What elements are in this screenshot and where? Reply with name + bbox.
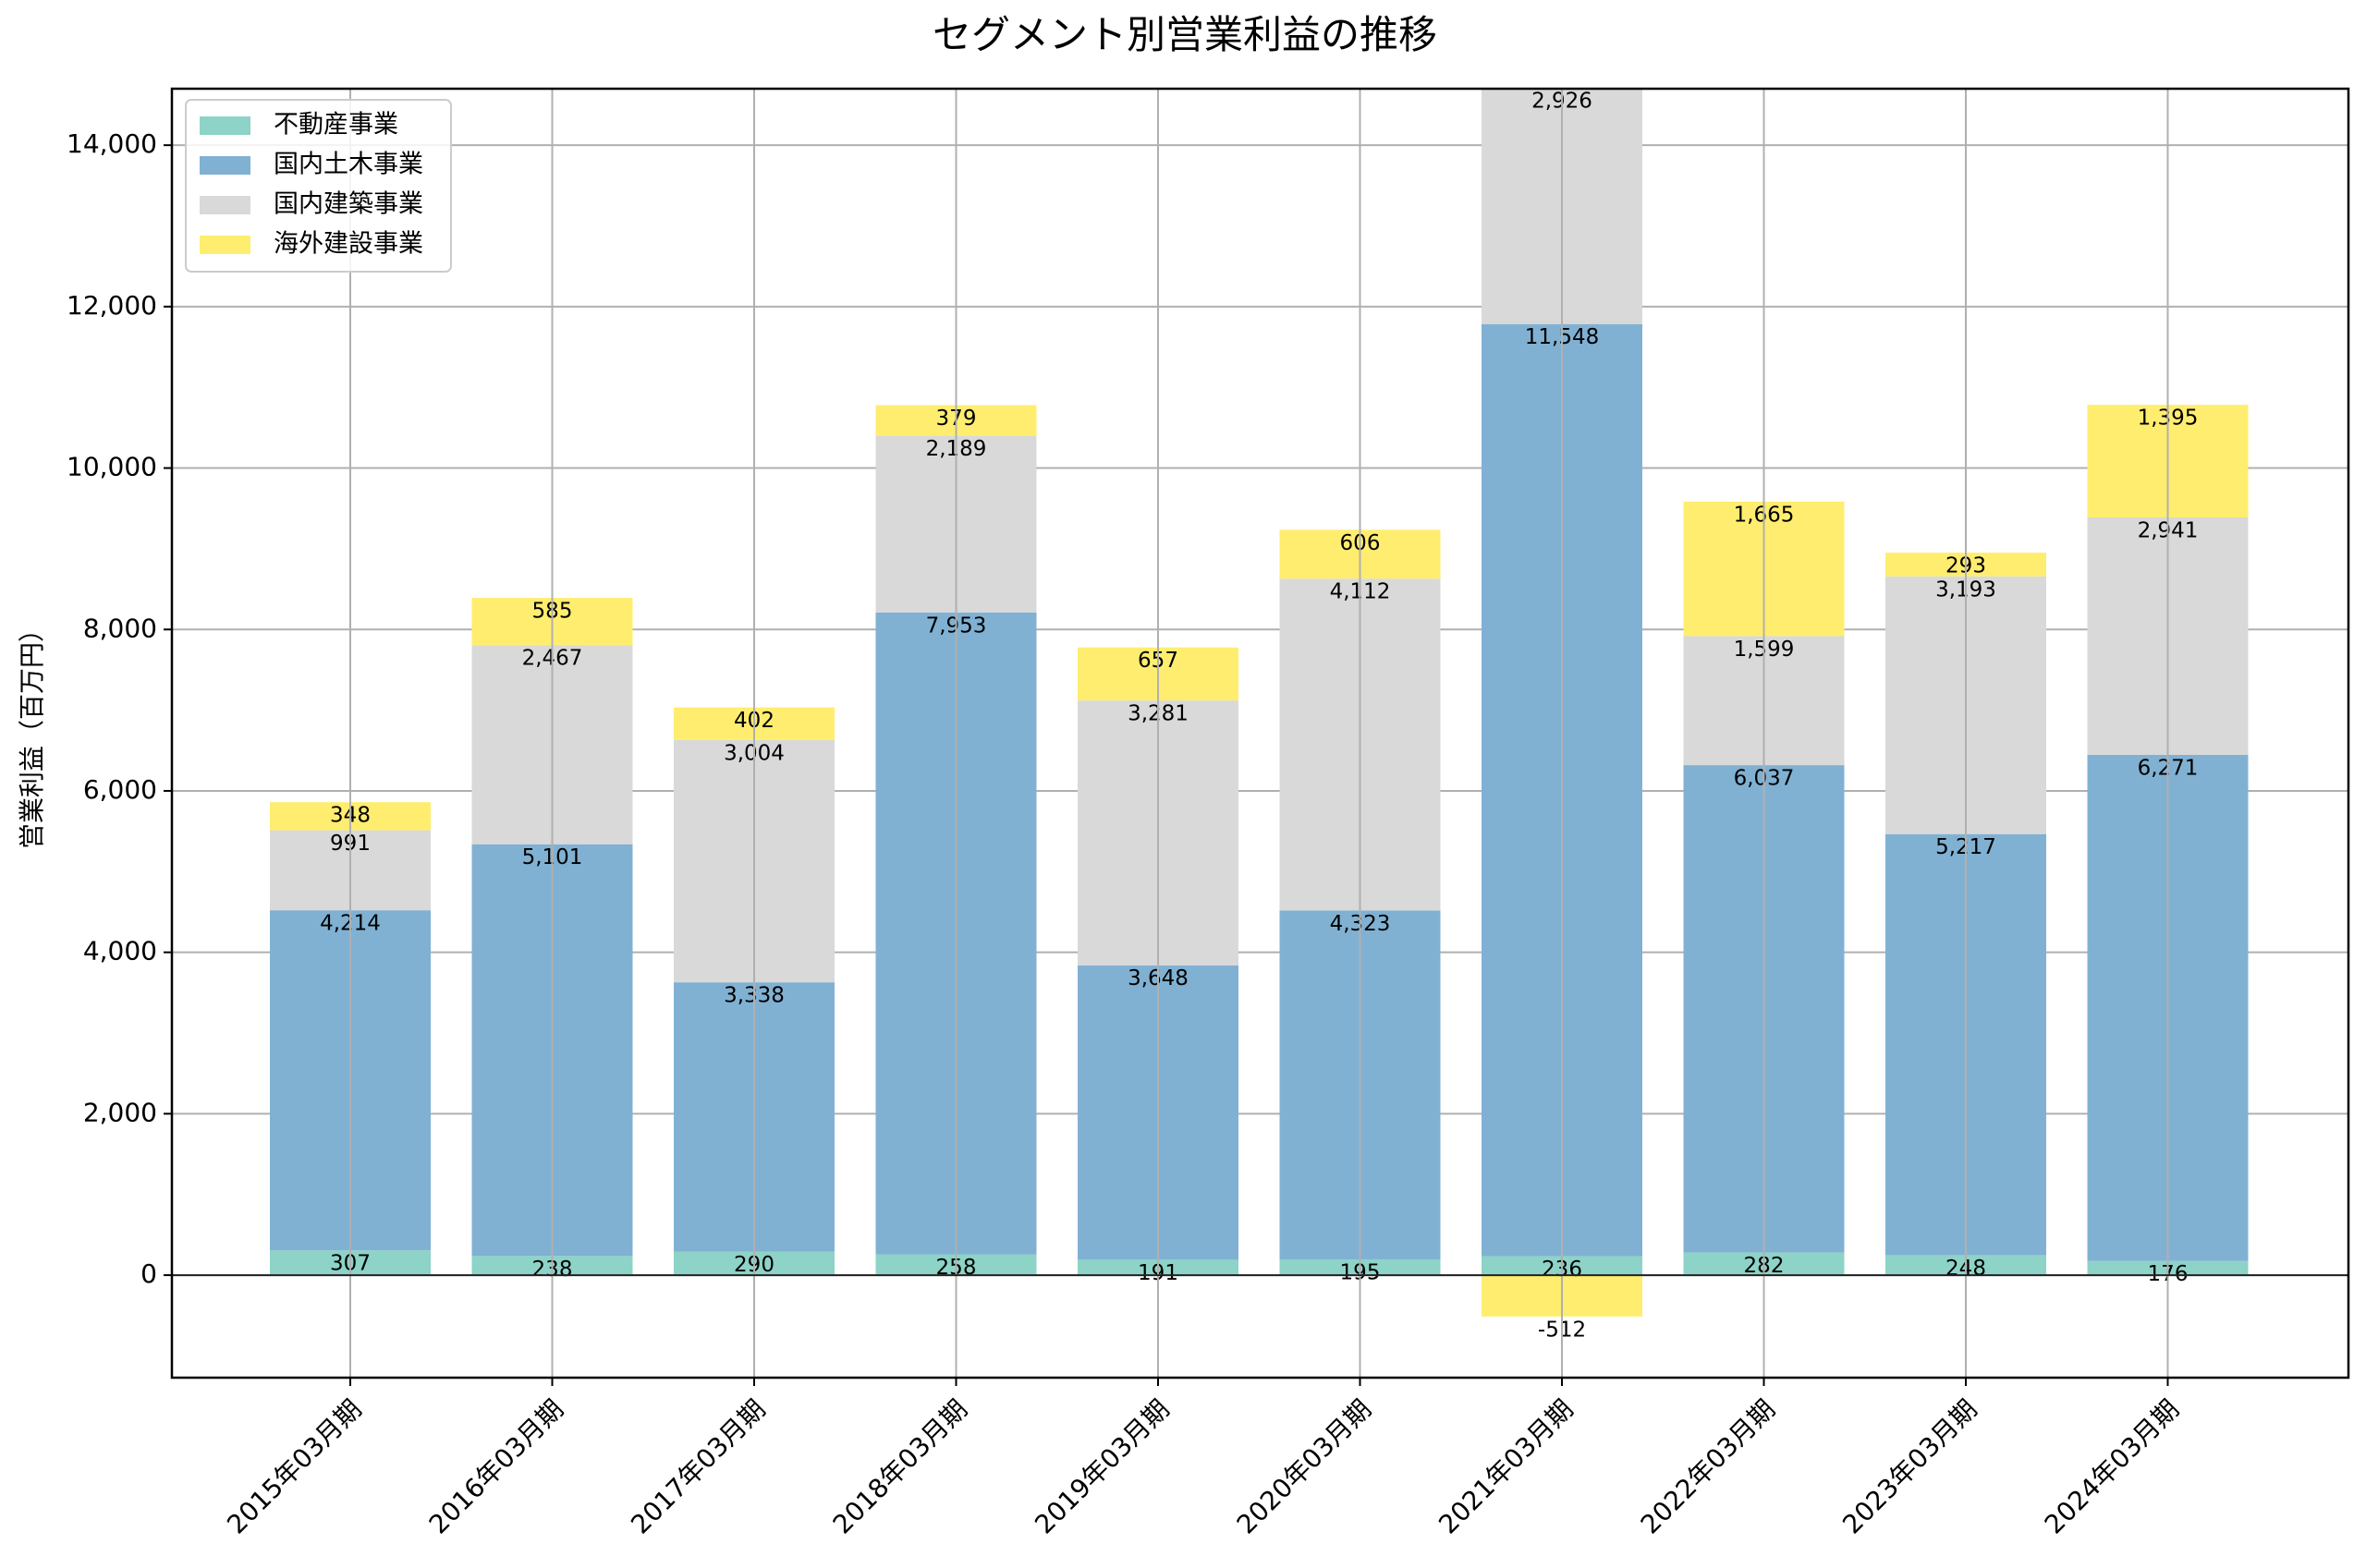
- bars: [270, 89, 2249, 1317]
- x-tick-label: 2017年03月期: [625, 1393, 771, 1539]
- x-tick-label: 2016年03月期: [423, 1393, 569, 1539]
- y-tick-label: 14,000: [67, 128, 157, 159]
- x-tick-label: 2021年03月期: [1433, 1393, 1579, 1539]
- x-tick-label: 2024年03月期: [2039, 1393, 2185, 1539]
- x-tick-label: 2015年03月期: [221, 1393, 367, 1539]
- data-labels: 3074,2149913482385,1012,4675852903,3383,…: [320, 89, 2198, 1378]
- y-tick-label: 12,000: [67, 290, 157, 321]
- y-tick-label: 8,000: [83, 613, 157, 643]
- chart-title: セグメント別営業利益の推移: [933, 12, 1437, 57]
- legend-label: 国内土木事業: [274, 151, 423, 179]
- legend-box: [185, 99, 452, 273]
- x-tick-label: 2020年03月期: [1231, 1393, 1377, 1539]
- y-tick-label: 4,000: [83, 936, 157, 966]
- y-tick-label: 6,000: [83, 774, 157, 805]
- x-tick-label: 2019年03月期: [1029, 1393, 1175, 1539]
- legend-swatch: [200, 156, 250, 175]
- y-tick-label: 0: [140, 1258, 157, 1289]
- y-axis-label: 営業利益（百万円）: [17, 616, 47, 849]
- legend-label: 海外建設事業: [274, 230, 423, 259]
- y-tick-label: 2,000: [83, 1097, 157, 1127]
- x-tick-label: 2023年03月期: [1836, 1393, 1982, 1539]
- legend-swatch: [200, 196, 250, 214]
- plot-frame: [170, 87, 2350, 1380]
- x-tick-label: 2022年03月期: [1635, 1393, 1781, 1539]
- legend-label: 不動産事業: [274, 111, 398, 140]
- x-tick-label: 2018年03月期: [827, 1393, 973, 1539]
- legend-swatch: [200, 236, 250, 254]
- legend-swatch: [200, 116, 250, 135]
- y-tick-label: 10,000: [67, 452, 157, 482]
- legend-label: 国内建築事業: [274, 190, 423, 219]
